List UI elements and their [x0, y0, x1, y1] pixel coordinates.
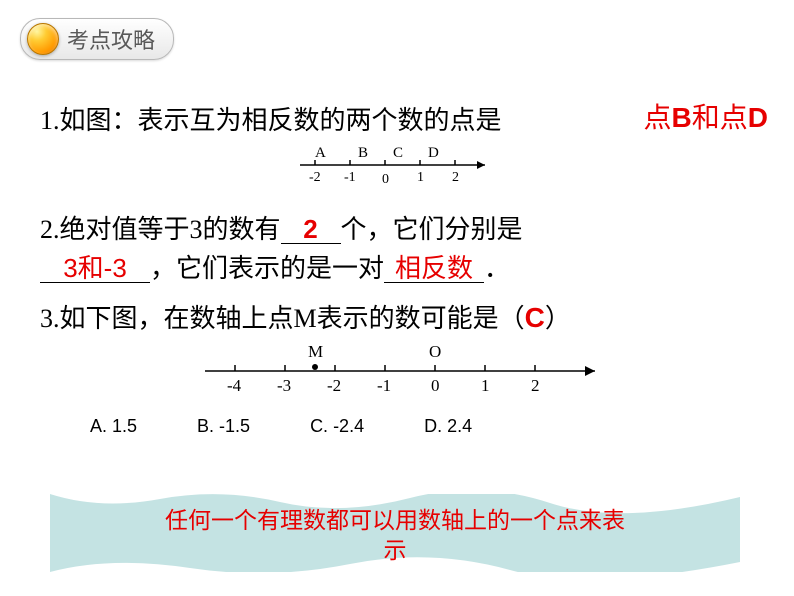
nl2-val: -3: [277, 376, 291, 395]
nl2-val: 0: [431, 376, 440, 395]
nl2-val: -1: [377, 376, 391, 395]
q2-suffix: ．: [484, 254, 510, 283]
nl1-val: 2: [452, 170, 459, 185]
q1-ans-mid: 和点: [692, 102, 748, 133]
q2-mid2: ，它们表示的是一对: [150, 254, 384, 283]
summary-banner: 任何一个有理数都可以用数轴上的一个点来表 示: [50, 494, 740, 572]
q1-answer: 点B和点D: [644, 96, 769, 136]
option-c: C. -2.4: [310, 416, 364, 437]
q2-mid1: 个，它们分别是: [341, 215, 523, 244]
option-d: D. 2.4: [424, 416, 472, 437]
q2-blank-3: 相反数: [384, 255, 484, 283]
options-row: A. 1.5 B. -1.5 C. -2.4 D. 2.4: [40, 416, 760, 437]
nl1-val: -1: [344, 170, 356, 185]
q1-text-b: 数的两个数的点是: [294, 106, 502, 135]
nl2-val: 2: [531, 376, 540, 395]
content-area: 1.如图：表示互为相反数的两个数的点是 点B和点D A B C D -2 -1 …: [40, 100, 760, 437]
nl1-arrow-icon: [477, 161, 485, 169]
q2-ans3: 相反数: [395, 253, 473, 283]
nl2-val: -2: [327, 376, 341, 395]
numberline-1: A B C D -2 -1 0 1 2: [40, 143, 760, 196]
topic-badge: 考点攻略: [20, 18, 174, 60]
banner-line2: 示: [384, 538, 407, 563]
question-1: 1.如图：表示互为相反数的两个数的点是 点B和点D: [40, 100, 760, 137]
nl1-label-c: C: [393, 145, 403, 161]
q1-text-a: 1.如图：表示互为相反: [40, 106, 294, 135]
numberline1-svg: A B C D -2 -1 0 1 2: [285, 143, 515, 191]
q2-prefix: 2.绝对值等于3的数有: [40, 215, 281, 244]
option-a: A. 1.5: [90, 416, 137, 437]
nl1-label-a: A: [315, 145, 326, 161]
numberline-2: M O -4 -3 -2 -1 0 1 2: [40, 343, 760, 406]
nl2-val: -4: [227, 376, 242, 395]
nl2-m-label: M: [308, 343, 323, 361]
orb-icon: [27, 23, 59, 55]
q2-blank-1: 2: [281, 216, 341, 244]
question-2: 2.绝对值等于3的数有 2 个，它们分别是 3和-3 ，它们表示的是一对相反数 ．: [40, 210, 760, 288]
banner-text: 任何一个有理数都可以用数轴上的一个点来表 示: [50, 506, 740, 566]
nl1-label-b: B: [358, 145, 368, 161]
q1-ans-d: D: [748, 102, 768, 133]
q2-blank-2: 3和-3: [40, 255, 150, 283]
q3-answer: C: [525, 302, 545, 333]
q1-ans-prefix: 点: [644, 102, 672, 133]
nl1-val: 0: [382, 172, 389, 187]
nl1-val: -2: [309, 170, 321, 185]
option-b: B. -1.5: [197, 416, 250, 437]
q2-ans1: 2: [303, 214, 317, 244]
q3-suffix: ）: [545, 304, 571, 333]
question-3: 3.如下图，在数轴上点M表示的数可能是（C）: [40, 298, 760, 335]
banner-line1: 任何一个有理数都可以用数轴上的一个点来表: [165, 508, 625, 533]
nl1-label-d: D: [428, 145, 439, 161]
q2-ans2: 3和-3: [63, 253, 127, 283]
nl2-m-point-icon: [312, 364, 318, 370]
nl2-arrow-icon: [585, 366, 595, 376]
badge-label: 考点攻略: [67, 23, 155, 55]
nl2-o-label: O: [429, 343, 441, 361]
numberline2-svg: M O -4 -3 -2 -1 0 1 2: [185, 343, 615, 401]
q1-ans-b: B: [672, 102, 692, 133]
q3-text: 3.如下图，在数轴上点M表示的数可能是（: [40, 304, 525, 333]
nl2-val: 1: [481, 376, 490, 395]
nl1-val: 1: [417, 170, 424, 185]
